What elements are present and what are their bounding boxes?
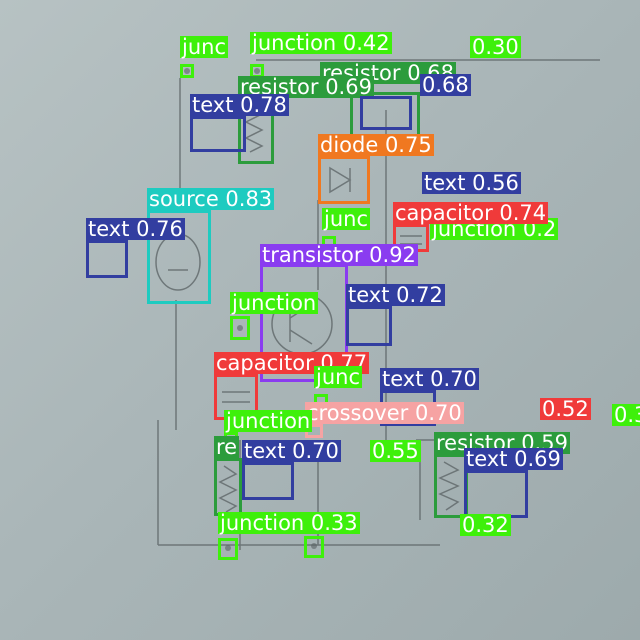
junction-detection-label: junction 0.33 <box>218 511 360 535</box>
diode-detection-box <box>318 156 370 204</box>
text-detection-box <box>190 116 246 152</box>
text-detection-box <box>346 306 392 346</box>
junction-detection-label: 0.32 <box>460 513 511 537</box>
junction-detection-label: junc <box>314 365 362 389</box>
text-detection-label: 0.68 <box>420 73 471 97</box>
text-detection-label: text 0.70 <box>380 367 479 391</box>
text-detection-label: text 0.56 <box>422 171 521 195</box>
capacitor-detection-label: 0.52 <box>540 397 591 421</box>
text-detection-box <box>242 462 294 500</box>
junction-detection-label: junction <box>224 409 313 433</box>
crossover-detection-label: crossover 0.70 <box>305 401 464 425</box>
resistor-detection-box <box>434 454 468 518</box>
text-detection-label: text 0.76 <box>86 217 185 241</box>
text-detection-box <box>360 96 412 130</box>
text-detection-box <box>464 470 528 518</box>
text-detection-box <box>86 240 128 278</box>
junction-detection-label: junc <box>322 207 370 231</box>
junction-detection-label: 0.30 <box>470 35 521 59</box>
diode-detection-label: diode 0.75 <box>318 133 434 157</box>
source-detection-box <box>147 210 211 304</box>
text-detection-label: text 0.72 <box>346 283 445 307</box>
junction-detection-box <box>218 538 238 560</box>
text-detection-label: text 0.69 <box>464 447 563 471</box>
junction-detection-label: junction 0.42 <box>250 31 392 55</box>
junction-detection-box <box>304 536 324 558</box>
junction-detection-label: junction <box>230 291 319 315</box>
capacitor-detection-label: capacitor 0.74 <box>393 201 549 225</box>
text-detection-label: text 0.70 <box>242 439 341 463</box>
resistor-detection-label: re <box>214 435 240 459</box>
transistor-detection-label: transistor 0.92 <box>260 243 418 267</box>
junction-detection-box <box>180 64 194 78</box>
junction-detection-label: 0.3 <box>612 404 640 426</box>
junction-detection-box <box>230 316 250 340</box>
resistor-detection-box <box>214 458 242 516</box>
junction-detection-label: junc <box>180 35 228 59</box>
text-detection-label: text 0.78 <box>190 93 289 117</box>
junction-detection-label: 0.55 <box>370 439 421 463</box>
source-detection-label: source 0.83 <box>147 187 275 211</box>
resistor-detection-label: resistor 0.69 <box>238 75 374 99</box>
